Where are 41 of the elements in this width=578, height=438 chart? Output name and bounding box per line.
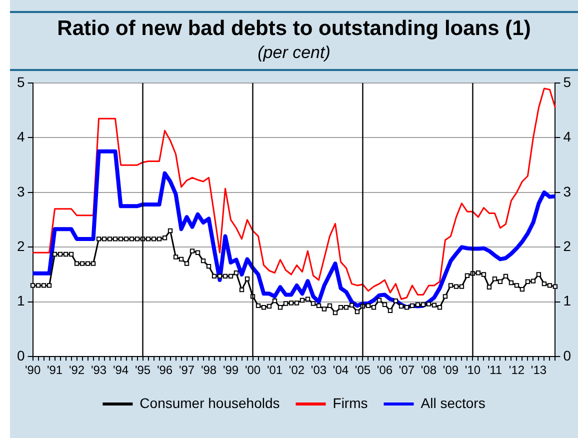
x-tick-label: '96 <box>156 363 173 378</box>
y2-tick-label: 0 <box>563 347 572 364</box>
y2-tick-label: 4 <box>563 128 572 145</box>
x-tick-label: '07 <box>398 363 415 378</box>
x-tick-label: '05 <box>354 363 371 378</box>
x-tick-label: '10 <box>464 363 481 378</box>
legend-label: Firms <box>332 394 368 411</box>
x-tick-label: '02 <box>288 363 305 378</box>
y-tick-label: 0 <box>16 347 25 364</box>
y2-tick-label: 2 <box>563 238 572 254</box>
x-tick-label: '93 <box>90 363 107 378</box>
y2-tick-label: 5 <box>563 74 572 90</box>
x-tick-label: '08 <box>420 363 437 378</box>
x-tick-label: '91 <box>46 363 63 378</box>
legend-label: Consumer households <box>140 394 280 411</box>
x-tick-label: '97 <box>178 363 195 378</box>
x-tick-label: '11 <box>487 363 502 378</box>
x-tick-label: '01 <box>266 363 283 378</box>
x-tick-label: '06 <box>376 363 393 378</box>
x-tick-label: '95 <box>134 363 151 378</box>
x-tick-label: '94 <box>112 363 129 378</box>
y-tick-label: 4 <box>16 128 25 145</box>
legend-label: All sectors <box>420 394 486 411</box>
x-tick-label: '04 <box>332 363 349 378</box>
y2-tick-label: 1 <box>563 292 572 309</box>
chart-subtitle: (per cent) <box>256 43 332 63</box>
y-tick-label: 1 <box>16 292 25 309</box>
x-tick-label: '09 <box>442 363 459 378</box>
x-tick-label: '99 <box>222 363 239 378</box>
x-tick-label: '00 <box>244 363 261 378</box>
x-tick-label: '03 <box>310 363 327 378</box>
y2-tick-label: 3 <box>563 183 572 200</box>
y-tick-label: 3 <box>16 183 25 200</box>
chart-title: Ratio of new bad debts to outstanding loans (1) <box>56 17 532 41</box>
x-tick-label: '12 <box>508 363 525 378</box>
x-tick-label: '90 <box>24 363 41 378</box>
y-tick-label: 2 <box>16 238 25 254</box>
x-tick-label: '92 <box>68 363 85 378</box>
x-tick-label: '13 <box>530 363 547 378</box>
x-tick-label: '98 <box>200 363 217 378</box>
y-tick-label: 5 <box>16 74 25 90</box>
